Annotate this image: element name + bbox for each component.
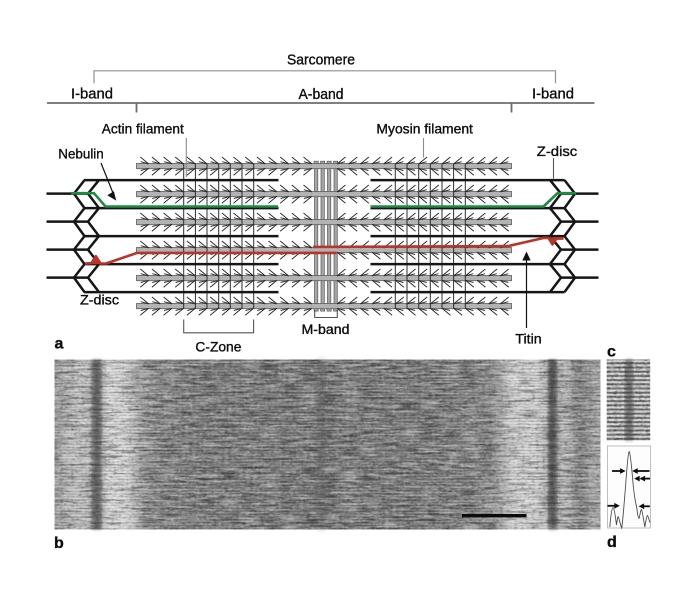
svg-text:a: a [55,336,64,353]
svg-text:b: b [54,535,64,552]
svg-text:A-band: A-band [299,86,344,103]
svg-text:Actin filament: Actin filament [102,122,184,137]
svg-text:Z-disc: Z-disc [537,144,578,159]
svg-text:C-Zone: C-Zone [195,339,241,354]
svg-text:Z-disc: Z-disc [80,293,119,308]
svg-text:c: c [607,344,616,361]
svg-text:Nebulin: Nebulin [58,147,104,162]
svg-text:M-band: M-band [302,322,350,337]
svg-text:Sarcomere: Sarcomere [287,52,355,69]
svg-text:I-band: I-band [532,86,574,103]
svg-text:d: d [607,534,617,551]
svg-text:Titin: Titin [515,331,542,346]
svg-text:I-band: I-band [71,86,113,103]
svg-text:Myosin filament: Myosin filament [376,122,473,137]
